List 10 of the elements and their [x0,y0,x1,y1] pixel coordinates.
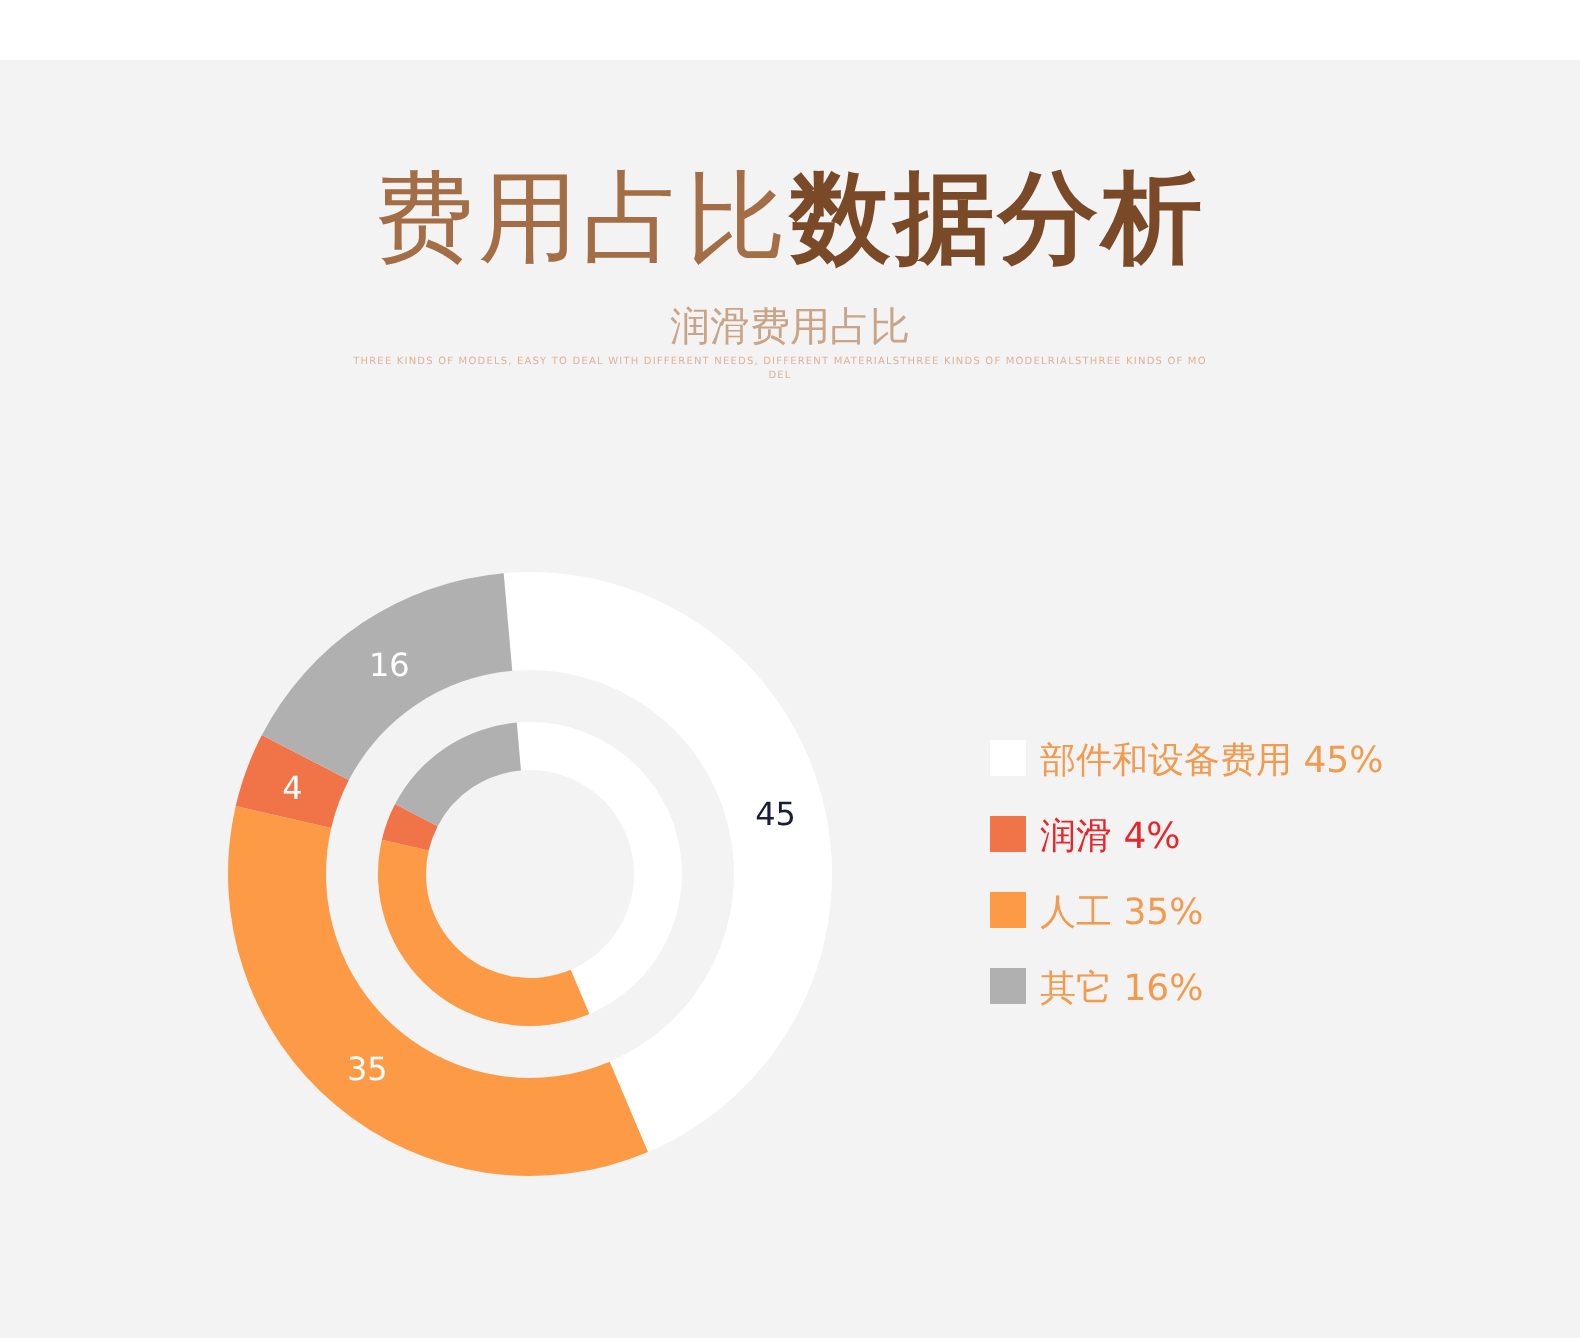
legend-label: 人工 35% [1040,892,1204,934]
legend-label: 部件和设备费用 45% [1040,740,1384,782]
chart-title: 费用占比数据分析 [374,160,1206,276]
legend-label: 润滑 4% [1040,816,1181,858]
data-label: 45 [755,794,796,833]
data-label: 4 [282,768,303,807]
data-label: 35 [347,1049,388,1088]
legend-label: 其它 16% [1040,968,1204,1010]
chart-subtitle: 润滑费用占比 [668,300,912,354]
data-label: 16 [368,645,410,684]
